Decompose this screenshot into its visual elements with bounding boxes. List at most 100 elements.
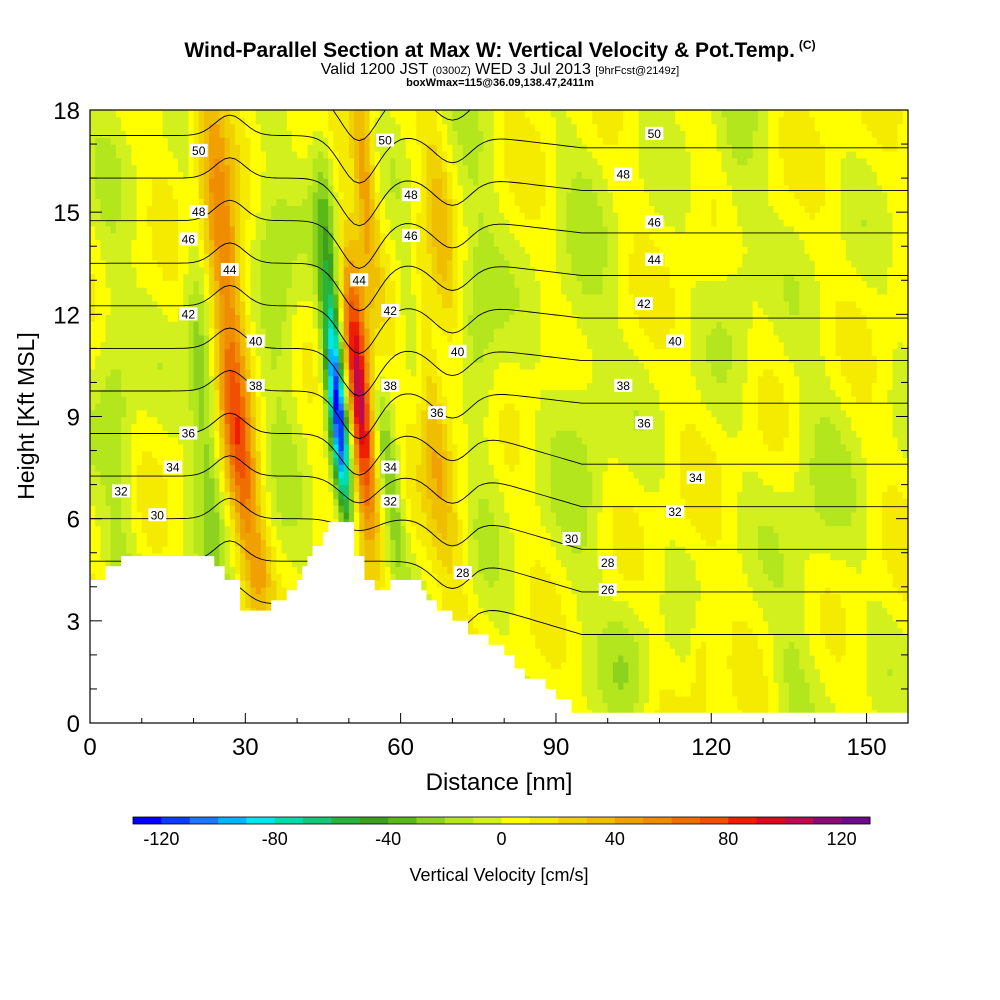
velocity-cell (141, 314, 148, 322)
velocity-cell (302, 334, 309, 343)
velocity-cell (317, 171, 324, 179)
velocity-cell (152, 436, 158, 445)
velocity-cell (271, 321, 278, 329)
velocity-cell (255, 130, 262, 138)
velocity-cell (260, 518, 267, 527)
velocity-cell (126, 525, 133, 533)
velocity-cell (167, 328, 174, 336)
velocity-cell (188, 348, 195, 356)
velocity-cell (312, 273, 319, 281)
velocity-cell (157, 280, 164, 288)
velocity-cell (136, 266, 143, 275)
velocity-cell (141, 362, 148, 370)
velocity-cell (121, 477, 127, 486)
velocity-cell (172, 396, 179, 404)
velocity-cell (219, 150, 226, 159)
velocity-cell (162, 266, 169, 275)
velocity-cell (364, 518, 371, 527)
velocity-cell (95, 219, 102, 227)
velocity-cell (105, 362, 112, 370)
velocity-cell (333, 505, 340, 513)
velocity-cell (297, 253, 303, 261)
velocity-cell (203, 123, 210, 132)
velocity-cell (115, 225, 122, 234)
velocity-cell (359, 511, 366, 520)
velocity-cell (276, 573, 283, 581)
velocity-cell (281, 409, 288, 418)
velocity-cell (115, 348, 122, 356)
velocity-cell (162, 157, 169, 166)
velocity-cell (198, 457, 205, 465)
velocity-cell (260, 164, 267, 172)
velocity-cell (235, 389, 241, 397)
velocity-cell (167, 491, 174, 499)
velocity-cell (307, 321, 314, 329)
velocity-cell (338, 321, 345, 329)
velocity-cell (302, 232, 309, 241)
velocity-cell (203, 348, 210, 356)
velocity-cell (146, 307, 153, 315)
velocity-cell (307, 436, 314, 445)
velocity-cell (172, 423, 179, 431)
velocity-cell (276, 191, 283, 200)
velocity-cell (323, 171, 329, 179)
velocity-cell (224, 212, 231, 220)
velocity-cell (115, 362, 122, 370)
velocity-cell (297, 178, 303, 186)
velocity-cell (157, 464, 164, 472)
velocity-cell (224, 355, 231, 363)
velocity-cell (152, 457, 158, 465)
velocity-cell (214, 402, 221, 411)
velocity-cell (229, 273, 236, 281)
velocity-cell (369, 300, 376, 309)
velocity-cell (333, 178, 340, 186)
velocity-cell (214, 157, 221, 166)
velocity-cell (121, 116, 127, 125)
velocity-cell (121, 382, 127, 390)
velocity-cell (110, 239, 117, 247)
velocity-cell (297, 239, 303, 247)
velocity-cell (146, 362, 153, 370)
velocity-cell (240, 150, 246, 159)
velocity-cell (219, 205, 226, 213)
velocity-cell (271, 505, 278, 513)
velocity-cell (219, 389, 226, 397)
velocity-cell (121, 532, 127, 540)
velocity-cell (214, 253, 221, 261)
velocity-cell (178, 436, 184, 445)
velocity-cell (286, 328, 293, 336)
velocity-cell (276, 266, 283, 275)
velocity-cell (266, 321, 272, 329)
velocity-cell (312, 253, 319, 261)
velocity-cell (343, 239, 350, 247)
velocity-cell (307, 328, 314, 336)
velocity-cell (209, 348, 215, 356)
velocity-cell (359, 321, 366, 329)
velocity-cell (167, 246, 174, 254)
velocity-cell (214, 450, 221, 459)
velocity-cell (281, 300, 288, 309)
velocity-cell (131, 341, 138, 350)
velocity-cell (255, 402, 262, 411)
velocity-cell (219, 545, 226, 554)
velocity-cell (240, 300, 246, 309)
velocity-cell (276, 593, 283, 602)
velocity-cell (281, 280, 288, 288)
velocity-cell (281, 525, 288, 533)
velocity-cell (152, 287, 158, 295)
velocity-cell (198, 225, 205, 234)
velocity-cell (333, 328, 340, 336)
velocity-cell (229, 110, 236, 118)
velocity-cell (307, 450, 314, 459)
velocity-cell (271, 443, 278, 452)
velocity-cell (183, 110, 190, 118)
velocity-cell (178, 498, 184, 506)
velocity-cell (235, 511, 241, 520)
velocity-cell (90, 130, 96, 138)
velocity-cell (281, 110, 288, 118)
velocity-cell (224, 443, 231, 452)
velocity-cell (214, 552, 221, 561)
velocity-cell (183, 287, 190, 295)
velocity-cell (343, 477, 350, 486)
velocity-cell (307, 307, 314, 315)
